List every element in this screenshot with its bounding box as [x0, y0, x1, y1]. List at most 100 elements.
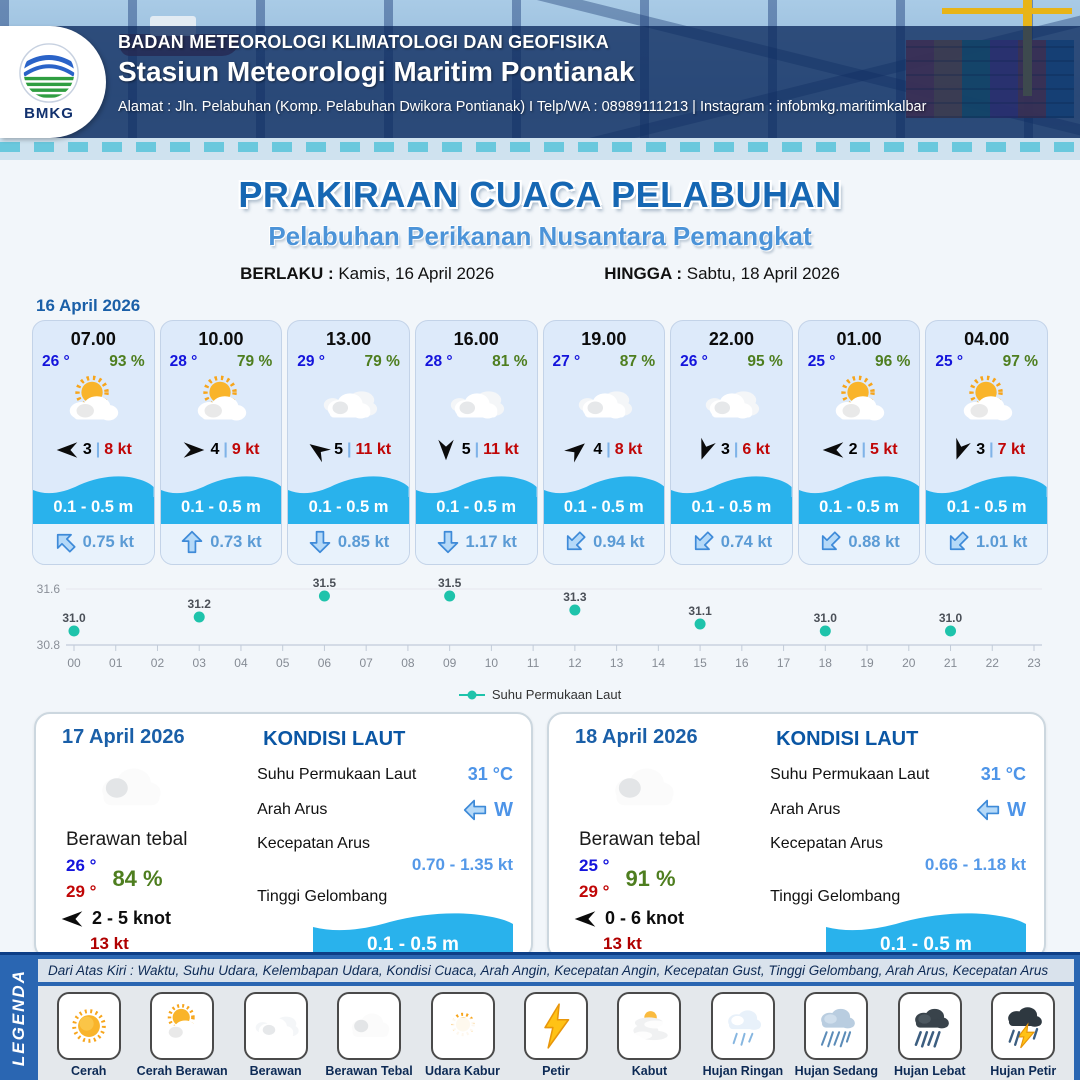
current-direction-letter: W [1007, 798, 1026, 821]
legend-item-label: Cerah [71, 1064, 107, 1078]
wave-height-value: 0.1 - 0.5 m [926, 497, 1047, 524]
page-title: PRAKIRAAN CUACA PELABUHAN [238, 174, 842, 215]
current-speed-value: 0.73 kt [210, 532, 262, 551]
wind-row: 5 | 11 kt [416, 439, 537, 461]
current-row: 0.73 kt [160, 524, 282, 564]
current-speed-value: 1.17 kt [465, 532, 517, 551]
daily-condition: Berawan tebal [579, 829, 701, 850]
legend-item-label: Udara Kabur [425, 1064, 501, 1078]
gust-value: 11 kt [483, 441, 519, 458]
svg-text:03: 03 [193, 656, 207, 670]
clouds-icon [243, 992, 308, 1060]
svg-text:00: 00 [67, 656, 81, 670]
weather-icon [799, 372, 920, 434]
wind-direction-icon [821, 440, 845, 460]
current-direction-icon [686, 525, 720, 559]
wind-row: 4 | 9 kt [161, 440, 282, 460]
temperature-value: 26 ° [680, 353, 708, 370]
legend-item-label: Hujan Ringan [702, 1064, 784, 1078]
current-row: 0.94 kt [543, 524, 665, 564]
station-name: Stasiun Meteorologi Maritim Pontianak [118, 56, 635, 87]
daily-weather-icon [599, 749, 764, 827]
weather-icon [288, 372, 409, 434]
current-speed-value: 0.74 kt [720, 532, 773, 551]
gust-separator: | [989, 441, 994, 458]
svg-text:05: 05 [276, 656, 290, 670]
legend-item: Berawan Tebal [324, 992, 414, 1078]
svg-text:31.6: 31.6 [37, 582, 61, 596]
thick-cloud-icon [337, 992, 402, 1060]
current-direction-value: W [463, 798, 513, 822]
svg-text:15: 15 [693, 656, 707, 670]
wave-height-band: 0.1 - 0.5 m [415, 473, 537, 524]
valid-from-value: Kamis, 16 April 2026 [338, 264, 495, 283]
svg-text:13: 13 [610, 656, 624, 670]
current-speed-row: Kecepatan Arus [770, 835, 1026, 853]
hourly-card: 16.00 28 ° 81 % 5 | 11 kt 0.1 - 0.5 m 1.… [414, 320, 538, 565]
daily-forecast-row: 17 April 2026 Berawan tebal 26 ° 29 ° 84… [34, 712, 1046, 965]
weather-icon [416, 372, 537, 434]
gust-separator: | [733, 441, 739, 458]
wind-direction-icon [182, 440, 206, 460]
sst-chart: 31.6 30.8 00 01 02 03 04 05 06 07 08 09 10 11 12 13 14 15… [37, 576, 1042, 670]
legend-item: Hujan Petir [978, 992, 1068, 1078]
gust-value: 5 kt [869, 441, 898, 458]
current-speed-label: Kecepatan Arus [257, 835, 371, 852]
wind-direction-icon [562, 435, 593, 466]
temperature-value: 25 ° [807, 353, 836, 370]
wind-row: 5 | 11 kt [288, 440, 409, 463]
current-direction-label: Arah Arus [770, 801, 841, 818]
terminal-seats-illustration [0, 142, 1080, 152]
temp-humidity-row: 25 ° 96 % [799, 350, 920, 371]
wave-height-row: Tinggi Gelombang [257, 888, 513, 906]
sea-condition-panel: KONDISI LAUT Suhu Permukaan Laut 31 °C A… [764, 726, 1028, 965]
valid-from: BERLAKU : Kamis, 16 April 2026 [240, 264, 494, 284]
valid-until-label: HINGGA : [604, 264, 683, 283]
legend-marker-icon [458, 690, 485, 699]
rain-light-icon [710, 992, 775, 1060]
legend-description: Dari Atas Kiri : Waktu, Suhu Udara, Kele… [38, 959, 1074, 982]
svg-text:31.0: 31.0 [939, 611, 963, 625]
valid-until-value: Sabtu, 18 April 2026 [686, 264, 840, 283]
sea-condition-panel: KONDISI LAUT Suhu Permukaan Laut 31 °C A… [251, 726, 515, 965]
current-direction-label: Arah Arus [257, 801, 328, 818]
daily-temps: 26 ° 29 ° 84 % [66, 853, 251, 904]
current-direction-value: W [976, 798, 1026, 822]
weather-icon [671, 372, 792, 434]
sea-panel-title: KONDISI LAUT [776, 728, 919, 750]
temp-humidity-row: 28 ° 81 % [416, 350, 537, 371]
daily-wind-row: 2 - 5 knot [60, 908, 251, 929]
legend-main: Dari Atas Kiri : Waktu, Suhu Udara, Kele… [38, 955, 1080, 1080]
hourly-forecast-row: 07.00 26 ° 93 % 3 | 8 kt 0.1 - 0.5 m 0.7… [32, 320, 1048, 565]
wind-direction-icon [60, 909, 84, 929]
svg-text:14: 14 [652, 656, 666, 670]
legend-item: Cerah Berawan [136, 992, 228, 1078]
wind-speed-value: 5 [334, 441, 343, 458]
legend-item-label: Cerah Berawan [136, 1064, 228, 1078]
svg-text:31.5: 31.5 [438, 576, 462, 590]
svg-text:08: 08 [401, 656, 415, 670]
sun-icon [56, 992, 121, 1060]
chart-legend: Suhu Permukaan Laut [26, 687, 1054, 702]
current-row: 1.01 kt [926, 524, 1047, 564]
wind-direction-icon [573, 909, 597, 929]
humidity-value: 81 % [492, 353, 528, 370]
wave-height-value: 0.1 - 0.5 m [671, 497, 792, 524]
current-row: 0.74 kt [671, 524, 792, 564]
hourly-card: 19.00 27 ° 87 % 4 | 8 kt 0.1 - 0.5 m 0.9… [542, 320, 666, 565]
svg-text:01: 01 [109, 656, 123, 670]
hourly-card: 10.00 28 ° 79 % 4 | 9 kt 0.1 - 0.5 m 0.7… [159, 320, 283, 565]
page-subtitle: Pelabuhan Perikanan Nusantara Pemangkat [268, 221, 812, 251]
forecast-time: 04.00 [964, 329, 1010, 349]
current-speed-value: 0.70 - 1.35 kt [411, 855, 513, 874]
agency-name: BADAN METEOROLOGI KLIMATOLOGI DAN GEOFIS… [118, 32, 609, 52]
forecast-time: 19.00 [581, 329, 627, 349]
lightning-icon [523, 992, 588, 1060]
forecast-time: 01.00 [836, 329, 882, 349]
forecast-time: 13.00 [326, 329, 372, 349]
svg-text:04: 04 [234, 656, 248, 670]
wind-direction-icon [947, 435, 974, 464]
sst-row: Suhu Permukaan Laut 31 °C [770, 764, 1026, 785]
temp-humidity-row: 28 ° 79 % [161, 350, 282, 371]
humidity-value: 97 % [1002, 353, 1038, 370]
